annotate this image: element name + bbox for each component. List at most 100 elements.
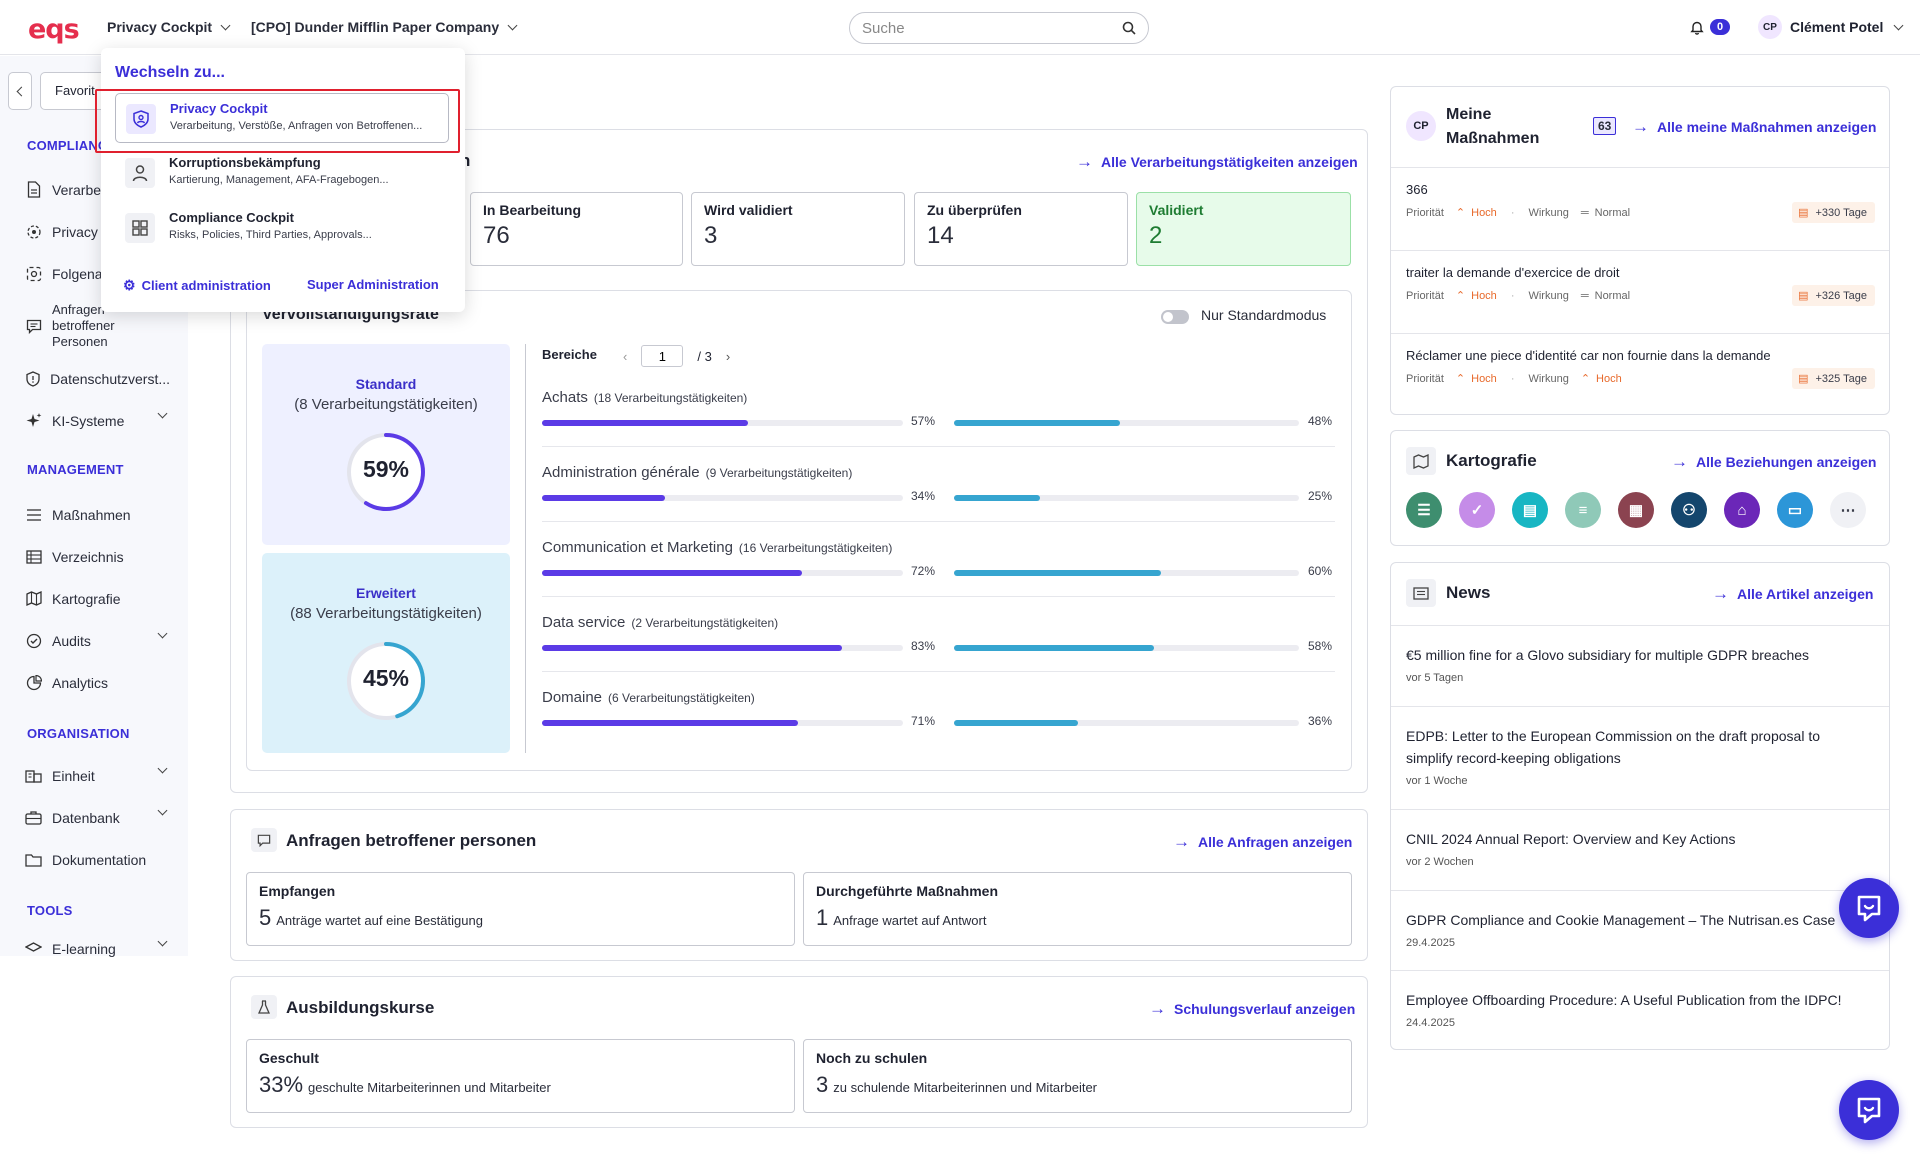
standard-progress-track xyxy=(542,720,903,726)
extended-progress-track xyxy=(954,495,1299,501)
notifications[interactable]: 0 xyxy=(1690,19,1731,35)
shield-check-icon[interactable]: ✓ xyxy=(1459,492,1495,528)
sidebar-item-elearning[interactable]: E-learning xyxy=(25,940,170,957)
news-title: €5 million fine for a Glovo subsidiary f… xyxy=(1406,647,1810,663)
map-icon xyxy=(1406,447,1436,475)
sidebar-item-analytics[interactable]: Analytics xyxy=(25,674,170,691)
chevron-down-icon xyxy=(157,940,168,947)
target-icon xyxy=(25,265,42,282)
training-history-link[interactable]: → Schulungsverlauf anzeigen xyxy=(1149,999,1355,1019)
switch-privacy-cockpit[interactable]: Privacy Cockpit Verarbeitung, Verstöße, … xyxy=(115,93,449,143)
search-input[interactable] xyxy=(862,19,1122,37)
sidebar-item-data-subject-requests[interactable]: Anfragen betroffener Personen xyxy=(25,302,170,350)
all-my-actions-link[interactable]: → Alle meine Maßnahmen anzeigen xyxy=(1632,117,1876,137)
to-be-trained-box[interactable]: Noch zu schulen 3 zu schulende Mitarbeite… xyxy=(803,1039,1352,1113)
company-switcher[interactable]: [CPO] Dunder Mifflin Paper Company xyxy=(251,19,518,35)
app-switcher[interactable]: Privacy Cockpit xyxy=(107,19,231,35)
chevron-left-icon[interactable]: ‹ xyxy=(623,348,628,364)
extended-progress-fill xyxy=(954,645,1155,651)
group-icon[interactable]: ⚇ xyxy=(1671,492,1707,528)
status-value: 3 xyxy=(704,222,718,249)
report-icon[interactable]: ▦ xyxy=(1618,492,1654,528)
sidebar-item-impact-assessment[interactable]: Folgena xyxy=(25,265,170,282)
area-label: Domaine xyxy=(542,689,603,706)
help-chat-button-secondary[interactable] xyxy=(1839,1080,1899,1140)
bell-icon xyxy=(1690,21,1704,35)
action-item[interactable]: traiter la demande d'exercice de droit Pr… xyxy=(1391,250,1889,333)
briefcase-icon xyxy=(25,809,42,826)
extended-gauge: 45% xyxy=(346,641,426,721)
window-icon[interactable]: ▭ xyxy=(1777,492,1813,528)
requests-title: Anfragen betroffener personen xyxy=(286,831,537,850)
all-articles-link[interactable]: → Alle Artikel anzeigen xyxy=(1712,584,1873,604)
arrow-right-icon: → xyxy=(1671,452,1688,471)
news-title: CNIL 2024 Annual Report: Overview and Ke… xyxy=(1406,831,1736,847)
app-switcher-label: Privacy Cockpit xyxy=(107,19,213,35)
requests-received-box[interactable]: Empfangen 5 Anträge wartet auf eine Bestä… xyxy=(246,872,795,946)
status-to-review[interactable]: Zu überprüfen 14 xyxy=(914,192,1128,266)
sidebar-item-data-breaches[interactable]: Datenschutzverst... xyxy=(25,370,170,387)
status-validated[interactable]: Validiert 2 xyxy=(1136,192,1351,266)
sidebar-item-actions[interactable]: Maßnahmen xyxy=(25,506,170,523)
sidebar-item-database[interactable]: Datenbank xyxy=(25,805,170,826)
page-number-input[interactable] xyxy=(641,345,684,367)
action-title: traiter la demande d'exercice de droit xyxy=(1406,265,1620,280)
chevron-up-icon: ⌃ xyxy=(1455,207,1466,219)
requests-actions-box[interactable]: Durchgeführte Maßnahmen 1 Anfrage wartet … xyxy=(803,872,1352,946)
news-title: GDPR Compliance and Cookie Management – … xyxy=(1406,912,1836,928)
sidebar-collapse-button[interactable] xyxy=(8,72,32,110)
sidebar-item-ai-systems[interactable]: KI-Systeme xyxy=(25,408,170,429)
action-item[interactable]: Réclamer une piece d'identité car non fo… xyxy=(1391,333,1889,414)
document-icon[interactable]: ▤ xyxy=(1512,492,1548,528)
sidebar-item-audits[interactable]: Audits xyxy=(25,628,170,649)
more-icon[interactable]: ⋯ xyxy=(1830,492,1866,528)
super-administration-link[interactable]: Super Administration xyxy=(307,277,439,292)
status-being-validated[interactable]: Wird validiert 3 xyxy=(691,192,905,266)
news-item[interactable]: Employee Offboarding Procedure: A Useful… xyxy=(1391,970,1889,1050)
sidebar-item-label: Privacy xyxy=(52,223,98,240)
due-days: +326 Tage xyxy=(1815,289,1868,302)
status-in-progress[interactable]: In Bearbeitung 76 xyxy=(470,192,683,266)
eqs-logo[interactable]: eqs xyxy=(28,14,80,45)
dot-separator: · xyxy=(1510,289,1515,302)
notification-count-badge: 0 xyxy=(1710,19,1731,35)
chevron-right-icon[interactable]: › xyxy=(725,348,731,364)
news-item[interactable]: €5 million fine for a Glovo subsidiary f… xyxy=(1391,625,1889,706)
due-days-badge: ▤ +330 Tage xyxy=(1792,202,1875,223)
news-item[interactable]: CNIL 2024 Annual Report: Overview and Ke… xyxy=(1391,809,1889,890)
pie-chart-icon xyxy=(25,674,42,691)
trained-box[interactable]: Geschult 33% geschulte Mitarbeiterinnen u… xyxy=(246,1039,795,1113)
all-processing-activities-link[interactable]: → Alle Verarbeitungstätigkeiten anzeigen xyxy=(1076,152,1358,172)
sidebar-item-documentation[interactable]: Dokumentation xyxy=(25,851,170,868)
sidebar-item-unit[interactable]: Einheit xyxy=(25,763,170,784)
database-icon[interactable]: ≡ xyxy=(1565,492,1601,528)
area-row: Data service (2 Verarbeitungstätigkeiten)… xyxy=(542,614,1335,689)
calendar-icon: ▤ xyxy=(1798,290,1809,302)
switch-item-subtitle: Kartierung, Management, AFA-Fragebogen..… xyxy=(169,174,389,186)
box-text: zu schulende Mitarbeiterinnen und Mitarb… xyxy=(833,1080,1098,1095)
help-chat-button[interactable] xyxy=(1839,878,1899,938)
switch-anti-corruption[interactable]: Korruptionsbekämpfung Kartierung, Manage… xyxy=(115,148,449,198)
standard-mode-toggle[interactable] xyxy=(1161,310,1189,324)
all-relations-link[interactable]: → Alle Beziehungen anzeigen xyxy=(1671,452,1876,472)
institution-icon[interactable]: ⌂ xyxy=(1724,492,1760,528)
sidebar-item-privacy[interactable]: Privacy xyxy=(25,223,170,240)
switch-compliance-cockpit[interactable]: Compliance Cockpit Risks, Policies, Thir… xyxy=(115,203,449,253)
news-item[interactable]: EDPB: Letter to the European Commission … xyxy=(1391,706,1889,809)
standard-gauge: 59% xyxy=(346,432,426,512)
sidebar-item-register[interactable]: Verzeichnis xyxy=(25,548,170,565)
search-icon[interactable] xyxy=(1122,21,1136,35)
sidebar-item-processing[interactable]: Verarbe xyxy=(25,181,170,198)
action-title: 366 xyxy=(1406,182,1428,197)
sidebar-item-cartography[interactable]: Kartografie xyxy=(25,590,170,607)
action-item[interactable]: 366 Priorität ⌃ Hoch · Wirkung ═ Normal ▤ +330 Ta… xyxy=(1391,167,1889,250)
list-icon[interactable]: ☰ xyxy=(1406,492,1442,528)
user-menu[interactable]: CP Clément Potel xyxy=(1758,15,1904,39)
standard-progress-fill xyxy=(542,420,748,426)
news-item[interactable]: GDPR Compliance and Cookie Management – … xyxy=(1391,890,1889,970)
client-administration-link[interactable]: ⚙ Client administration xyxy=(123,277,271,294)
area-name: Domaine (6 Verarbeitungstätigkeiten) xyxy=(542,689,755,706)
news-date: 24.4.2025 xyxy=(1406,1017,1455,1029)
training-title: Ausbildungskurse xyxy=(286,998,435,1017)
all-requests-link[interactable]: → Alle Anfragen anzeigen xyxy=(1173,832,1352,852)
